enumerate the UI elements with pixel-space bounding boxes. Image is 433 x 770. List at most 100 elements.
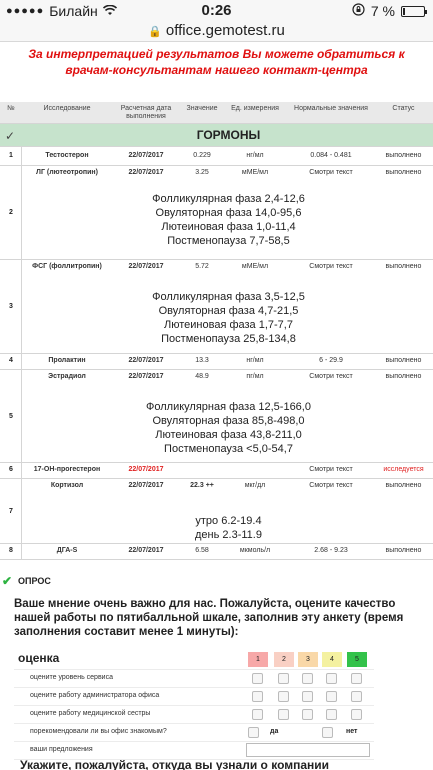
row-number: 1 xyxy=(9,152,13,159)
test-name[interactable]: ЛГ (лютеотропин) xyxy=(36,169,98,176)
yes-label: да xyxy=(270,728,279,735)
header-status: Статус xyxy=(392,105,415,112)
rating-checkbox[interactable] xyxy=(278,691,289,702)
test-status: выполнено xyxy=(385,547,422,554)
test-name[interactable]: ФСГ (фоллитропин) xyxy=(32,263,102,270)
test-value: 5.72 xyxy=(195,263,209,270)
status-bar: ●●●●● Билайн 0:26 7 % xyxy=(0,0,433,22)
test-name[interactable]: ДГА-S xyxy=(56,547,78,554)
header-test: Исследование xyxy=(43,105,91,112)
address-bar[interactable]: 🔒 office.gemotest.ru xyxy=(0,22,433,42)
test-date: 22/07/2017 xyxy=(128,373,164,380)
rating-checkbox[interactable] xyxy=(326,691,337,702)
recommend-row: порекомендовали ли вы офис знакомым? да … xyxy=(14,724,374,742)
rating-checkbox[interactable] xyxy=(326,673,337,684)
test-normal: 2.68 - 9.23 xyxy=(314,547,348,554)
test-name[interactable]: Эстрадиол xyxy=(48,373,86,380)
test-value: 13.3 xyxy=(195,357,209,364)
header-value: Значение xyxy=(186,105,218,112)
test-unit: мМЕ/мл xyxy=(241,169,269,176)
test-name[interactable]: Пролактин xyxy=(48,357,86,364)
rating-checkbox[interactable] xyxy=(252,673,263,684)
survey-icon: ✔ xyxy=(2,574,13,588)
table-row: 1 Тестостерон 22/07/2017 0.229 нг/мл 0.0… xyxy=(0,147,433,166)
scale-1: 1 xyxy=(248,652,268,667)
reference-description: Фолликулярная фаза 12,5-166,0 Овуляторна… xyxy=(24,400,433,456)
row-number: 2 xyxy=(9,209,13,216)
reference-line: Фолликулярная фаза 3,5-12,5 xyxy=(152,291,305,303)
reference-line: Лютеиновая фаза 43,8-211,0 xyxy=(155,429,302,441)
test-value: 6.58 xyxy=(195,547,209,554)
test-unit: мкмоль/л xyxy=(239,547,271,554)
rating-header-row: оценка 1 2 3 4 5 xyxy=(14,650,374,670)
table-row: 5 Эстрадиол 22/07/2017 48.9 пг/мл Смотри… xyxy=(0,370,433,463)
test-date: 22/07/2017 xyxy=(128,482,164,489)
header-num: № xyxy=(7,105,15,112)
test-normal: Смотри текст xyxy=(309,466,353,473)
recommend-no-checkbox[interactable] xyxy=(322,727,333,738)
test-unit: нг/мл xyxy=(246,357,264,364)
interpretation-notice: За интерпретацией результатов Вы можете … xyxy=(28,47,405,77)
test-date: 22/07/2017 xyxy=(128,357,164,364)
rating-checkbox[interactable] xyxy=(252,691,263,702)
rating-checkbox[interactable] xyxy=(326,709,337,720)
recommend-label: порекомендовали ли вы офис знакомым? xyxy=(30,728,167,735)
suggestions-row: ваши предложения xyxy=(14,742,374,760)
rating-checkbox[interactable] xyxy=(351,691,362,702)
row-number: 6 xyxy=(9,466,13,473)
reference-line: Овуляторная фаза 85,8-498,0 xyxy=(152,415,305,427)
test-name[interactable]: 17-ОН-прогестерон xyxy=(33,466,101,473)
header-date: Расчетная дата выполнения xyxy=(120,105,172,120)
checkmark-icon[interactable]: ✓ xyxy=(5,129,16,143)
test-status: выполнено xyxy=(385,373,422,380)
test-status: исследуется xyxy=(383,466,424,473)
reference-description: Фолликулярная фаза 2,4-12,6 Овуляторная … xyxy=(24,192,433,248)
row-number: 8 xyxy=(9,547,13,554)
row-number: 4 xyxy=(9,357,13,364)
test-normal: 6 - 29.9 xyxy=(319,357,343,364)
reference-description: Фолликулярная фаза 3,5-12,5 Овуляторная … xyxy=(24,290,433,346)
carrier-name: Билайн xyxy=(49,3,98,19)
test-date: 22/07/2017 xyxy=(128,466,164,473)
test-name[interactable]: Кортизол xyxy=(50,482,84,489)
test-name[interactable]: Тестостерон xyxy=(45,152,89,159)
rating-checkbox[interactable] xyxy=(351,709,362,720)
survey-intro: Ваше мнение очень важно для нас. Пожалуй… xyxy=(14,598,404,638)
header-normal: Нормальные значения xyxy=(294,105,368,112)
survey-header: ✔ ОПРОС xyxy=(0,570,433,592)
test-date: 22/07/2017 xyxy=(128,263,164,270)
survey-title: ОПРОС xyxy=(18,576,51,586)
rating-checkbox[interactable] xyxy=(351,673,362,684)
rating-checkbox[interactable] xyxy=(252,709,263,720)
test-value: 3.25 xyxy=(195,169,209,176)
test-normal: Смотри текст xyxy=(309,169,353,176)
test-value: 0.229 xyxy=(193,152,211,159)
suggestions-input[interactable] xyxy=(246,743,370,757)
question-label: оцените работу медицинской сестры xyxy=(30,710,151,717)
test-date: 22/07/2017 xyxy=(128,547,164,554)
reference-line: Лютеиновая фаза 1,0-11,4 xyxy=(161,221,296,233)
recommend-yes-checkbox[interactable] xyxy=(248,727,259,738)
test-value: 22.3 ++ xyxy=(190,482,214,489)
test-value: 48.9 xyxy=(195,373,209,380)
test-normal: Смотри текст xyxy=(309,263,353,270)
test-unit: пг/мл xyxy=(246,373,264,380)
clock: 0:26 xyxy=(201,2,232,19)
reference-description: утро 6.2-19.4 день 2.3-11.9 xyxy=(24,514,433,542)
no-label: нет xyxy=(346,728,358,735)
table-row: 8 ДГА-S 22/07/2017 6.58 мкмоль/л 2.68 - … xyxy=(0,544,433,560)
signal-icon: ●●●●● xyxy=(6,5,45,17)
reference-line: Постменопауза 7,7-58,5 xyxy=(167,235,290,247)
table-row: 4 Пролактин 22/07/2017 13.3 нг/мл 6 - 29… xyxy=(0,354,433,370)
test-unit: мМЕ/мл xyxy=(241,263,269,270)
suggestions-label: ваши предложения xyxy=(30,746,93,753)
reference-line: Фолликулярная фаза 12,5-166,0 xyxy=(146,401,311,413)
rating-checkbox[interactable] xyxy=(302,709,313,720)
scale-3: 3 xyxy=(298,652,318,667)
rating-checkbox[interactable] xyxy=(278,709,289,720)
rating-checkbox[interactable] xyxy=(302,691,313,702)
rating-checkbox[interactable] xyxy=(278,673,289,684)
rating-checkbox[interactable] xyxy=(302,673,313,684)
address-domain: office.gemotest.ru xyxy=(165,22,285,39)
scale-2: 2 xyxy=(274,652,294,667)
